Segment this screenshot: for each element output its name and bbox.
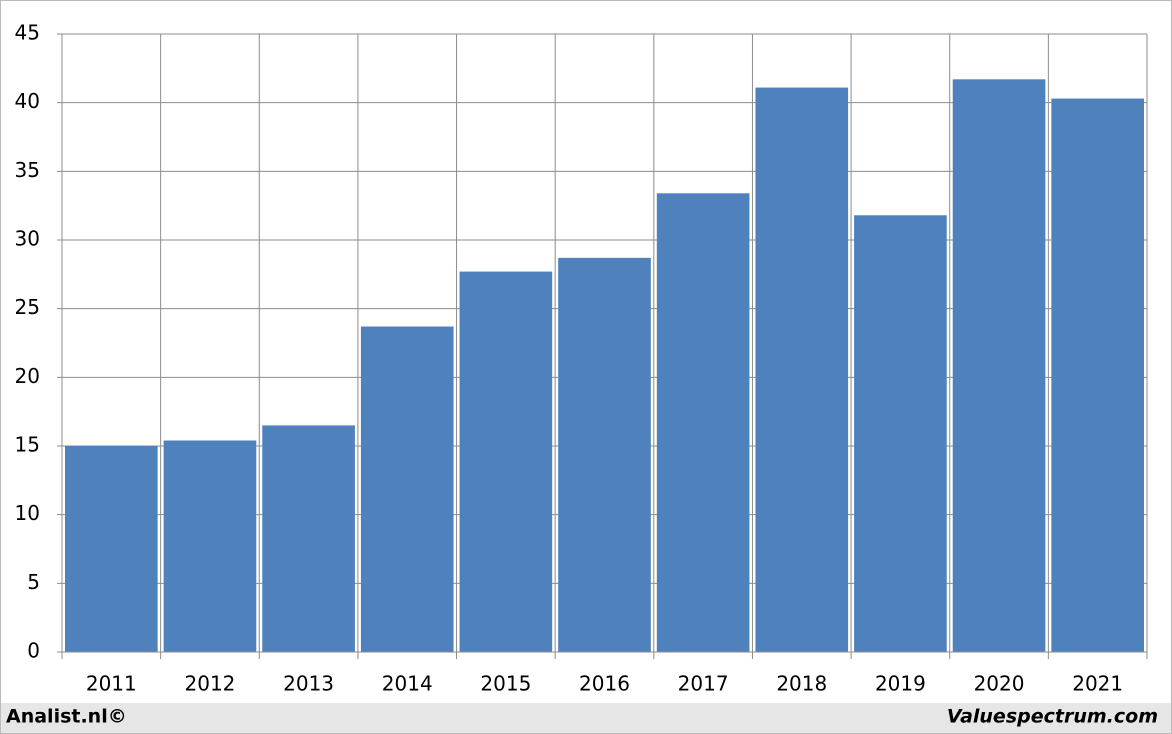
bar xyxy=(755,87,849,652)
bar xyxy=(262,425,355,652)
y-tick-label: 35 xyxy=(15,158,40,182)
x-tick-label: 2015 xyxy=(480,672,531,696)
bar xyxy=(65,446,158,652)
x-tick-label: 2021 xyxy=(1072,672,1123,696)
x-tick-label: 2016 xyxy=(579,672,630,696)
bar xyxy=(952,79,1046,652)
x-tick-label: 2017 xyxy=(678,672,729,696)
bar xyxy=(1051,98,1144,652)
x-tick-label: 2013 xyxy=(283,672,334,696)
bar xyxy=(558,257,651,652)
x-tick-label: 2018 xyxy=(776,672,827,696)
y-tick-label: 20 xyxy=(15,364,40,388)
footer-left: Analist.nl© xyxy=(6,706,127,728)
bar xyxy=(656,193,750,652)
y-tick-label: 25 xyxy=(15,295,40,319)
footer-right: Valuespectrum.com xyxy=(947,706,1158,728)
bar xyxy=(360,326,454,652)
x-tick-label: 2019 xyxy=(875,672,926,696)
y-tick-label: 40 xyxy=(15,89,40,113)
bar xyxy=(459,271,553,652)
y-tick-label: 10 xyxy=(15,501,40,525)
bar xyxy=(163,440,257,652)
footer-band xyxy=(1,703,1171,733)
x-tick-label: 2014 xyxy=(382,672,433,696)
x-tick-label: 2020 xyxy=(974,672,1025,696)
x-tick-label: 2012 xyxy=(185,672,236,696)
y-tick-label: 15 xyxy=(15,433,40,457)
y-tick-label: 5 xyxy=(27,570,40,594)
y-tick-label: 0 xyxy=(27,639,40,663)
y-tick-label: 30 xyxy=(15,227,40,251)
x-tick-label: 2011 xyxy=(86,672,137,696)
y-tick-label: 45 xyxy=(15,21,40,45)
bar xyxy=(854,215,947,652)
